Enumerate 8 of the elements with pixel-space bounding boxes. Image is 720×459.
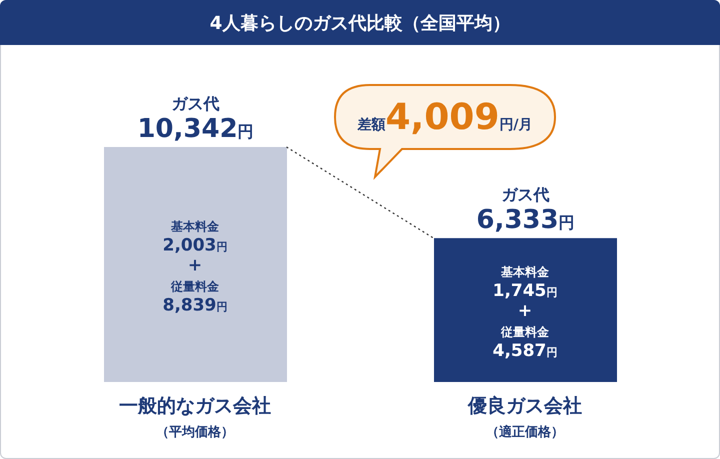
x-tick-label: 一般的なガス会社（平均価格） — [119, 395, 271, 440]
text: 差額4,009円/月 — [356, 97, 532, 138]
data-label: ガス代10,342円 — [137, 94, 254, 144]
x-tick-label: 優良ガス会社（適正価格） — [467, 395, 582, 440]
chart-title: 4人暮らしのガス代比較（全国平均） — [210, 12, 510, 34]
data-label: ガス代6,333円 — [476, 185, 575, 236]
text: 基本料金2,003円+従量料金8,839円 — [162, 220, 228, 316]
text: 基本料金1,745円+従量料金4,587円 — [492, 265, 558, 362]
